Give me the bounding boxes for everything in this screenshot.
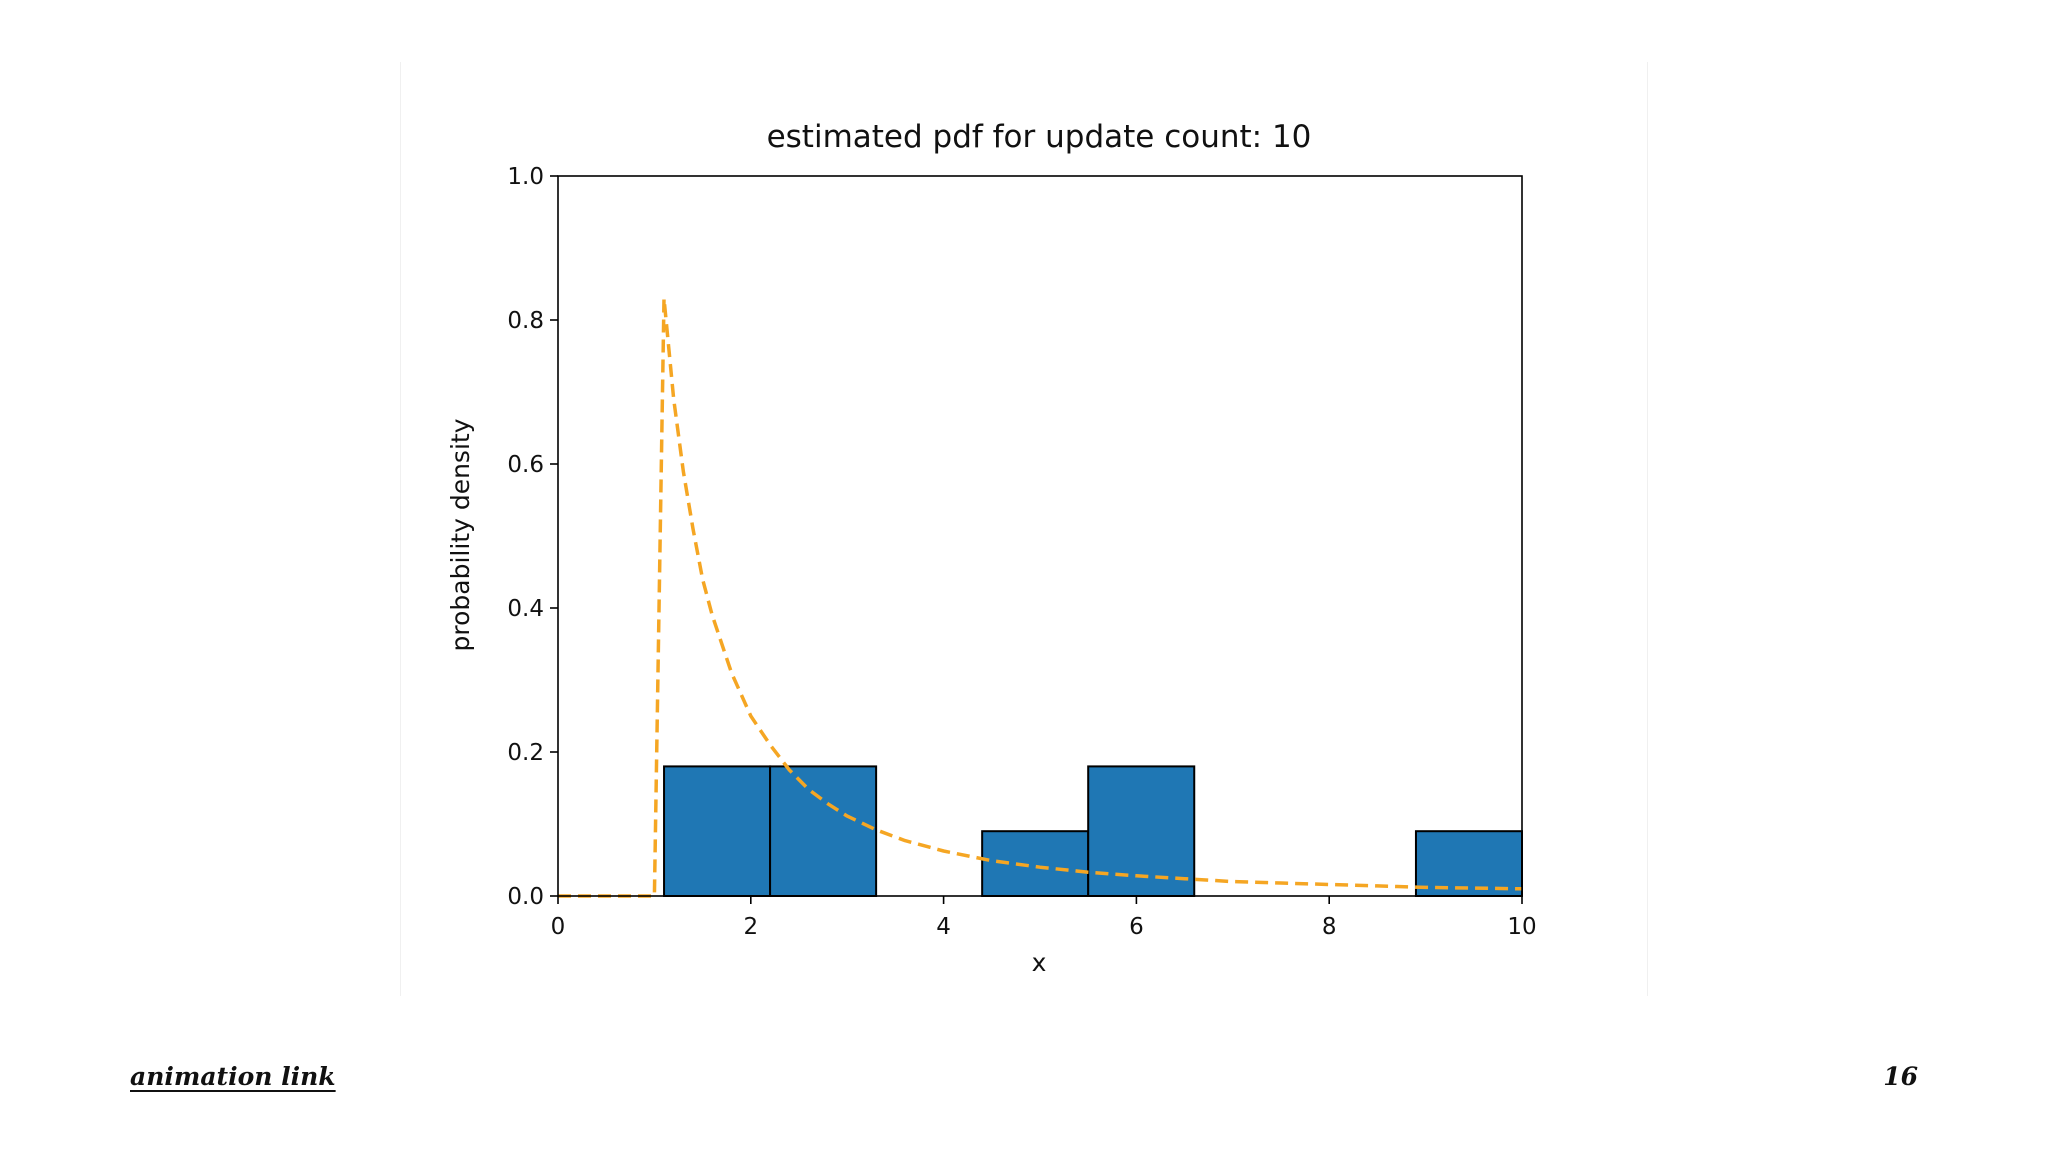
- x-axis-label: x: [1032, 948, 1047, 977]
- slide-number: 16: [1883, 1062, 1918, 1091]
- x-tick-label-10: 10: [1507, 914, 1536, 940]
- axes-frame: [557, 175, 1523, 897]
- chart-title: estimated pdf for update count: 10: [767, 119, 1312, 155]
- figure-frame: 0 2 4 6 8 10 0.0 0.2 0.4 0.6 0.8 1.0 estimated pdf …: [400, 62, 1648, 996]
- histogram-bar-1: [663, 765, 772, 898]
- y-tick-label-0.4: 0.4: [507, 596, 544, 622]
- x-tick-label-2: 2: [743, 914, 758, 940]
- chart: 0 2 4 6 8 10 0.0 0.2 0.4 0.6 0.8 1.0 estimated pdf …: [446, 119, 1537, 977]
- y-tick-label-0.6: 0.6: [507, 452, 544, 478]
- y-tick-label-0.8: 0.8: [507, 308, 544, 334]
- y-axis-label: probability density: [446, 418, 475, 651]
- pdf-curve: [558, 296, 1523, 898]
- histogram-bars: [663, 765, 1524, 898]
- animation-link[interactable]: animation link: [130, 1062, 336, 1091]
- x-tick-label-0: 0: [551, 914, 566, 940]
- y-tick-label-0.0: 0.0: [507, 884, 544, 910]
- x-tick-label-8: 8: [1322, 914, 1337, 940]
- histogram-bar-5: [1414, 830, 1524, 898]
- y-tick-label-1.0: 1.0: [507, 164, 544, 190]
- pdf-curve-line: [558, 296, 1523, 898]
- x-tick-label-4: 4: [936, 914, 951, 940]
- x-tick-label-6: 6: [1129, 914, 1144, 940]
- axes: 0 2 4 6 8 10 0.0 0.2 0.4 0.6 0.8 1.0: [507, 164, 1536, 940]
- y-tick-label-0.2: 0.2: [507, 740, 544, 766]
- histogram-bar-3: [981, 830, 1090, 898]
- histogram-bar-2: [769, 765, 878, 898]
